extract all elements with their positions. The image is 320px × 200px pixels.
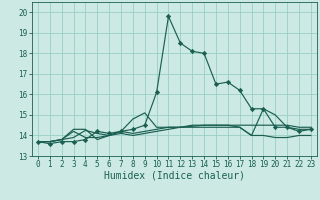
X-axis label: Humidex (Indice chaleur): Humidex (Indice chaleur) — [104, 171, 245, 181]
